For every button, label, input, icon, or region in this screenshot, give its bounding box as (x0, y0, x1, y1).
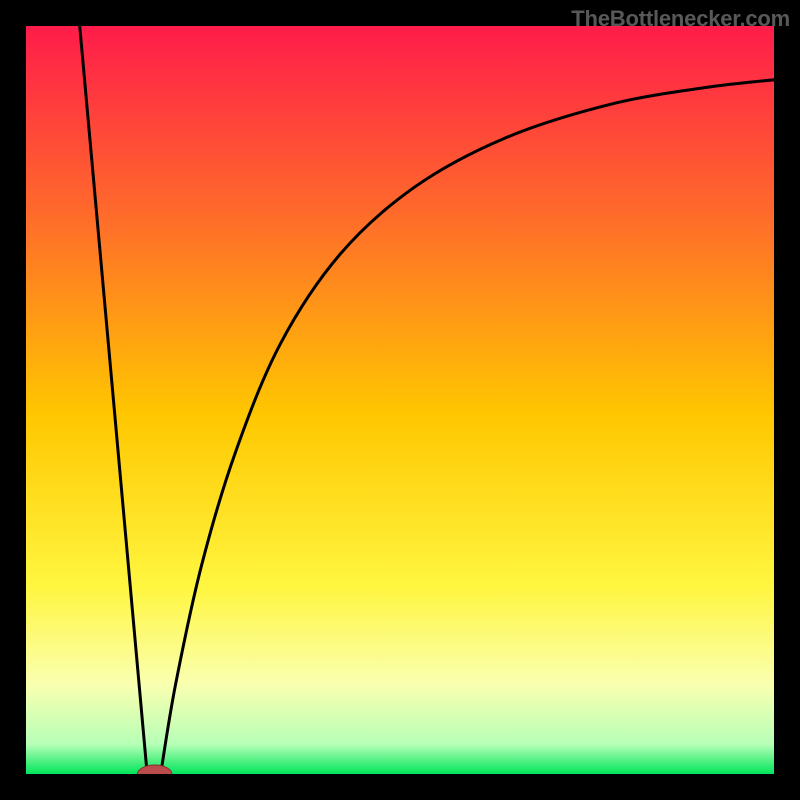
chart-root: TheBottlenecker.com (0, 0, 800, 800)
bottleneck-chart (0, 0, 800, 800)
watermark-text: TheBottlenecker.com (571, 6, 790, 32)
